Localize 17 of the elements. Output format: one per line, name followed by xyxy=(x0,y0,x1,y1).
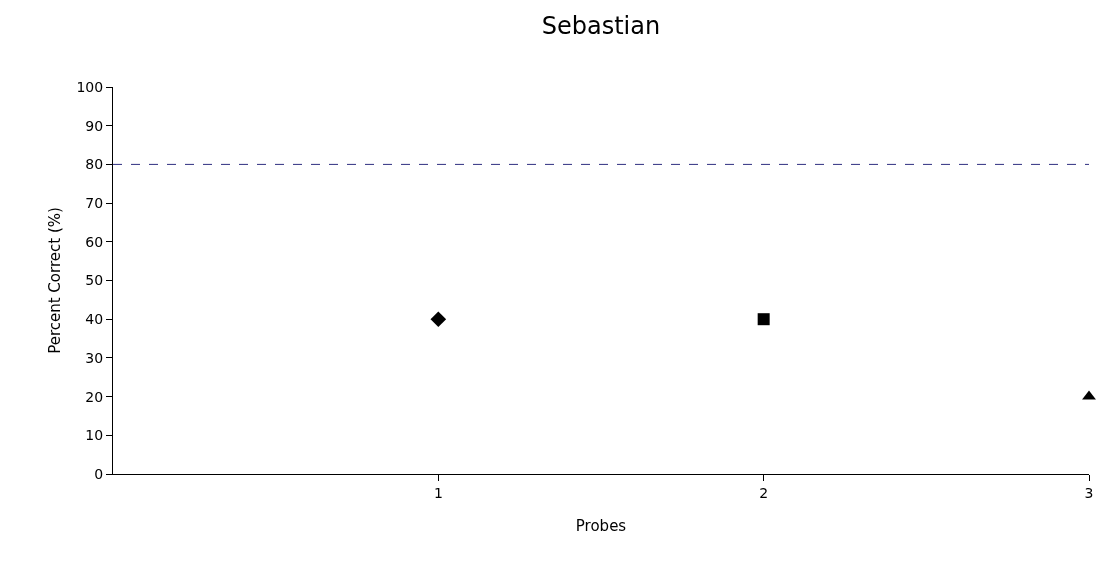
y-tick-label: 60 xyxy=(85,233,104,250)
y-tick-label: 0 xyxy=(94,465,104,482)
y-tick-label: 40 xyxy=(85,311,104,328)
x-axis-title: Probes xyxy=(575,516,627,535)
y-axis-title: Percent Correct (%) xyxy=(45,207,64,354)
chart-title: Sebastian xyxy=(541,11,661,40)
y-tick-label: 50 xyxy=(85,272,104,289)
x-tick-label: 2 xyxy=(759,484,769,501)
y-tick-label: 100 xyxy=(76,78,104,95)
y-tick-label: 70 xyxy=(85,195,104,211)
y-tick-label: 30 xyxy=(85,349,104,366)
x-tick-label: 3 xyxy=(1084,484,1094,501)
y-tick-label: 90 xyxy=(85,117,104,134)
x-tick-label: 1 xyxy=(433,484,443,501)
y-tick-label: 80 xyxy=(85,156,104,173)
y-tick-label: 20 xyxy=(85,388,104,405)
y-tick-label: 10 xyxy=(85,427,104,444)
